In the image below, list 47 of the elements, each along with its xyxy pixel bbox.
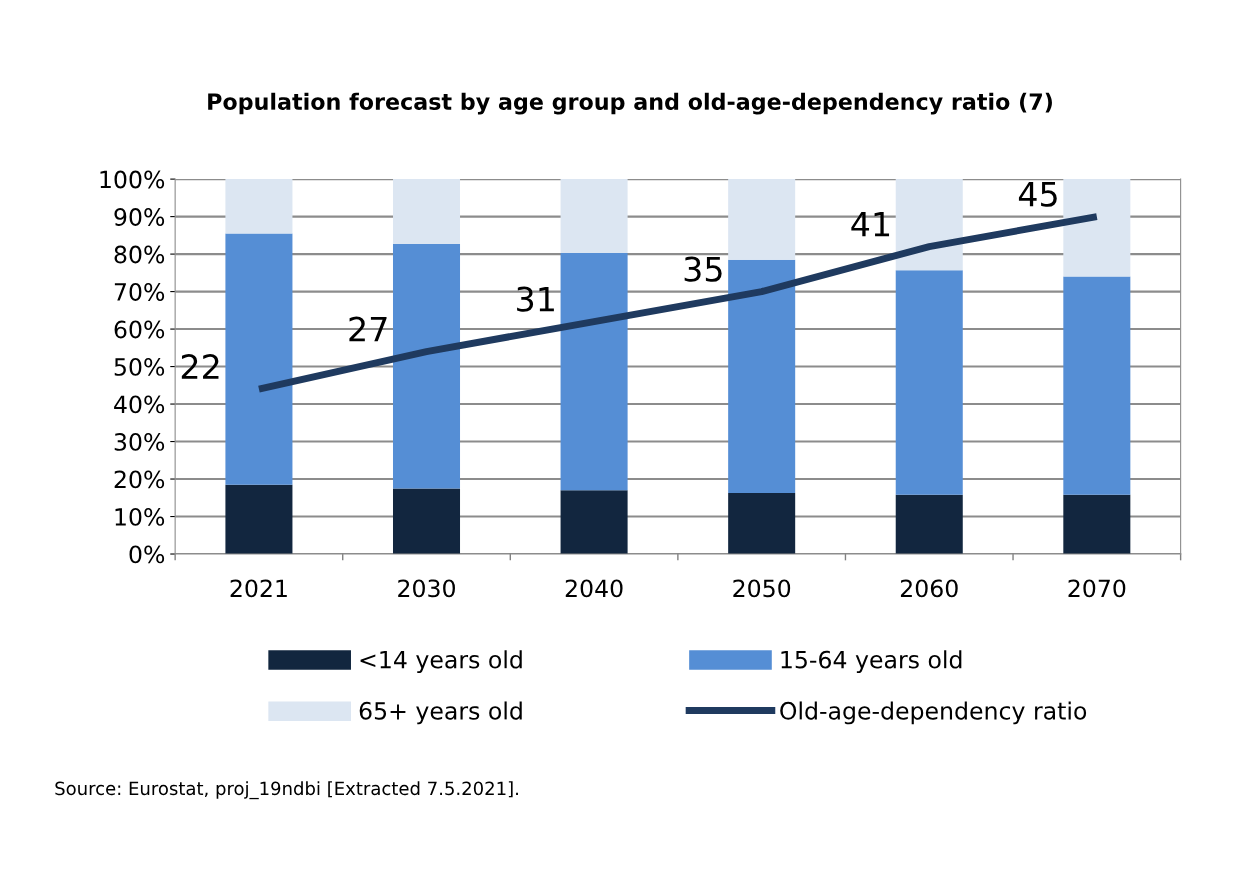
x-tick-label: 2050: [733, 579, 791, 598]
bar: [392, 488, 461, 555]
bar: [225, 179, 293, 234]
bar: [225, 484, 293, 555]
bar: [1063, 494, 1131, 555]
legend-label: <14 years old: [360, 650, 522, 674]
x-tick-label: 2060: [900, 579, 958, 598]
bar: [392, 243, 461, 489]
y-tick-label: 40%: [114, 395, 165, 414]
bar: [895, 494, 963, 555]
bar: [895, 270, 963, 495]
data-label: 31: [517, 286, 554, 312]
data-label: 41: [851, 212, 890, 237]
x-tick-label: 2030: [398, 579, 455, 598]
y-tick-label: 80%: [114, 245, 165, 264]
source-note: Source: Eurostat, proj_19ndbi [Extracted 7.5.2021].: [55, 781, 518, 800]
bar: [1063, 276, 1131, 495]
bar: [728, 179, 796, 260]
legend-label: 15-64 years old: [781, 650, 962, 674]
bar: [728, 492, 796, 555]
bar: [895, 179, 963, 271]
x-tick-label: 2040: [565, 579, 623, 598]
y-tick-label: 50%: [114, 358, 165, 376]
x-tick-label: 2021: [230, 579, 287, 598]
bar: [728, 259, 796, 493]
y-tick-label: 10%: [115, 507, 165, 526]
bar: [560, 490, 628, 555]
x-tick-label: 2070: [1068, 579, 1126, 598]
y-tick-label: 90%: [114, 208, 165, 226]
data-label: 22: [181, 354, 219, 379]
y-tick-label: 0%: [129, 545, 165, 564]
y-tick-label: 100%: [100, 170, 165, 189]
y-tick-label: 20%: [114, 470, 165, 489]
chart-title: Population forecast by age group and old-age-dependency ratio (7): [208, 92, 1052, 115]
bar: [560, 179, 628, 253]
y-tick-label: 70%: [114, 283, 165, 301]
y-tick-label: 30%: [114, 432, 165, 451]
legend-label: 65+ years old: [359, 701, 522, 725]
data-label: 45: [1018, 182, 1057, 207]
bar: [392, 179, 461, 244]
data-label: 35: [684, 256, 722, 282]
bar: [1063, 179, 1131, 277]
bar: [225, 233, 293, 485]
legend-label: Old-age-dependency ratio: [780, 701, 1087, 725]
y-tick-label: 60%: [114, 320, 165, 339]
data-label: 27: [349, 316, 387, 342]
bar: [560, 252, 628, 491]
